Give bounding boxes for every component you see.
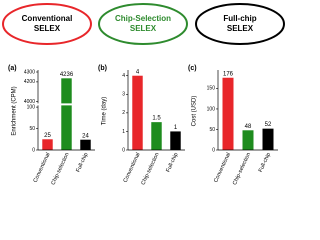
bar [61,78,72,150]
y-tick-label: 4 [122,73,125,79]
method-ellipse [195,3,285,45]
method-ellipse [2,3,92,45]
value-label: 1 [174,125,178,131]
bar [242,130,254,150]
bar [132,75,143,150]
bar [42,139,53,150]
method-label: Full-chip [223,14,256,23]
y-tick-label: 100 [27,104,36,110]
value-label: 24 [82,133,89,139]
y-tick-label: 2 [122,110,125,116]
method-label: Chip-Selection [115,14,171,23]
y-tick-label: 150 [207,86,216,92]
x-tick-label: Conventional [33,152,52,184]
panel-label: (a) [8,65,17,72]
bar [222,77,234,150]
x-tick-label: Full-chip [165,152,179,173]
figure: ConventionalSELEXChip-SelectionSELEXFull… [2,3,285,186]
y-tick-label: 4200 [24,79,35,85]
y-tick-label: 0 [32,147,35,153]
bar [80,139,91,150]
value-label: 1.5 [152,116,161,122]
method-label: SELEX [34,24,61,33]
y-tick-label: 4300 [24,69,35,75]
y-axis-title: Time (day) [102,97,108,125]
y-axis-title: Enrichment (CPM) [12,86,18,135]
method-label: SELEX [227,24,254,33]
bar [262,128,274,150]
panel-label: (c) [188,65,197,72]
x-tick-label: Chip-selection [140,152,160,186]
y-tick-label: 0 [212,147,215,153]
y-tick-label: 3 [122,92,125,98]
y-tick-label: 0 [122,147,125,153]
x-tick-label: Conventional [123,152,142,184]
x-tick-label: Conventional [213,152,232,184]
y-tick-label: 100 [207,106,216,112]
method-label: Conventional [22,14,73,23]
bar [151,122,162,150]
x-tick-label: Full-chip [258,152,272,173]
value-label: 176 [223,71,234,77]
x-tick-label: Full-chip [75,152,89,173]
axis-break-gap [36,103,40,106]
value-label: 4 [136,69,140,75]
method-ellipse [98,3,188,45]
y-axis-title: Cost (USD) [192,96,198,127]
y-tick-label: 50 [29,126,35,132]
x-tick-label: Chip-selection [50,152,70,186]
value-label: 52 [265,122,272,128]
y-tick-label: 4000 [24,99,35,105]
page: Conventional SELEX Chip-Selection SELEX Full… [2,3,285,187]
y-tick-label: 1 [122,129,125,135]
value-label: 48 [245,124,252,130]
y-tick-label: 50 [209,127,215,133]
bar [170,131,181,150]
panel-label: (b) [98,65,107,72]
method-label: SELEX [130,24,157,33]
value-label: 4236 [60,72,74,78]
x-tick-label: Chip-selection [232,152,252,186]
value-label: 25 [44,133,51,139]
